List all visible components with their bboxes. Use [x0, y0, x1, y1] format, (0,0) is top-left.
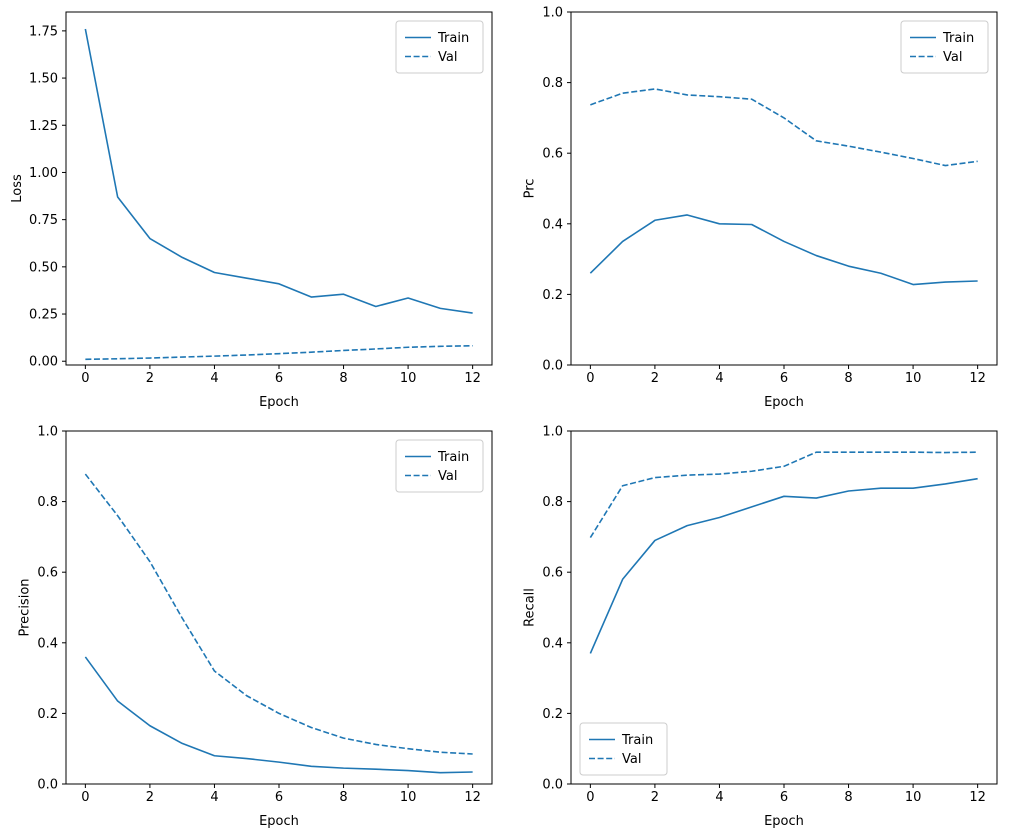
- legend-label-train: Train: [621, 733, 653, 748]
- x-tick-label: 12: [464, 371, 481, 386]
- y-tick-label: 0.4: [542, 217, 563, 232]
- legend-label-val: Val: [622, 752, 641, 767]
- x-tick-label: 4: [715, 790, 723, 805]
- y-tick-label: 1.50: [29, 72, 58, 87]
- y-tick-label: 0.4: [542, 636, 563, 651]
- x-tick-label: 2: [651, 790, 659, 805]
- series-line-train: [589, 477, 978, 654]
- y-tick-label: 0.0: [542, 778, 563, 793]
- y-tick-label: 0.25: [29, 308, 58, 323]
- y-tick-label: 0.6: [542, 147, 563, 162]
- x-tick-label: 8: [844, 790, 852, 805]
- y-tick-label: 0.2: [542, 707, 563, 722]
- x-tick-label: 6: [275, 790, 283, 805]
- prc-chart: 0 2 4 6 8 10 12 0.0 0.2 0.4 0.6 0.8 1.0 Epoch Prc Train…: [522, 6, 998, 410]
- y-axis-label: Loss: [10, 174, 25, 203]
- legend-label-val: Val: [438, 50, 457, 65]
- x-tick-label: 12: [464, 790, 481, 805]
- series-line-train: [84, 28, 473, 314]
- x-axis-label: Epoch: [764, 814, 804, 829]
- x-tick-label: 2: [651, 371, 659, 386]
- x-tick-label: 10: [905, 371, 922, 386]
- y-tick-label: 0.4: [37, 636, 58, 651]
- x-tick-label: 12: [969, 371, 986, 386]
- series-line-train: [589, 214, 978, 286]
- y-tick-label: 1.0: [37, 425, 58, 440]
- legend-label-train: Train: [437, 450, 469, 465]
- y-tick-label: 1.0: [542, 425, 563, 440]
- x-tick-label: 10: [905, 790, 922, 805]
- y-tick-label: 0.50: [29, 260, 58, 275]
- y-tick-label: 0.6: [542, 566, 563, 581]
- x-axis-label: Epoch: [259, 814, 299, 829]
- y-axis-label: Precision: [17, 578, 32, 636]
- x-tick-label: 2: [146, 371, 154, 386]
- legend-label-val: Val: [438, 469, 457, 484]
- y-tick-label: 0.2: [37, 707, 58, 722]
- y-tick-label: 0.8: [542, 495, 563, 510]
- legend-box: [395, 439, 484, 493]
- x-tick-label: 6: [780, 790, 788, 805]
- x-tick-label: 6: [780, 371, 788, 386]
- y-tick-label: 0.0: [542, 359, 563, 374]
- x-tick-label: 8: [339, 371, 347, 386]
- x-tick-label: 0: [81, 371, 89, 386]
- x-axis-label: Epoch: [259, 395, 299, 410]
- y-axis-label: Recall: [522, 588, 537, 627]
- series-line-val: [590, 88, 978, 167]
- y-tick-label: 1.0: [542, 6, 563, 21]
- x-tick-label: 0: [586, 371, 594, 386]
- y-tick-label: 0.2: [542, 288, 563, 303]
- y-tick-label: 0.0: [37, 778, 58, 793]
- series-line-val: [589, 451, 978, 539]
- x-tick-label: 4: [715, 371, 723, 386]
- y-tick-label: 1.00: [29, 166, 58, 181]
- legend-label-train: Train: [437, 31, 469, 46]
- legend-box: [579, 722, 668, 776]
- y-tick-label: 0.6: [37, 566, 58, 581]
- y-tick-label: 0.8: [542, 76, 563, 91]
- y-tick-label: 1.25: [29, 119, 58, 134]
- legend-box: [395, 20, 484, 74]
- x-tick-label: 2: [146, 790, 154, 805]
- x-tick-label: 8: [339, 790, 347, 805]
- series-line-val: [85, 344, 473, 361]
- y-tick-label: 0.75: [29, 213, 58, 228]
- y-tick-label: 0.00: [29, 355, 58, 370]
- legend-label-val: Val: [943, 50, 962, 65]
- x-tick-label: 12: [969, 790, 986, 805]
- x-tick-label: 10: [400, 790, 417, 805]
- x-tick-label: 4: [210, 371, 218, 386]
- y-tick-label: 0.8: [37, 495, 58, 510]
- precision-chart: 0 2 4 6 8 10 12 0.0 0.2 0.4 0.6 0.8 1.0 Epoch Precisio…: [17, 425, 493, 829]
- x-tick-label: 8: [844, 371, 852, 386]
- x-tick-label: 6: [275, 371, 283, 386]
- x-tick-label: 0: [586, 790, 594, 805]
- loss-chart: 0 2 4 6 8 10 12 0.00 0.25 0.50 0.75 1.00 1.25 1.50 1.7…: [10, 11, 493, 410]
- x-tick-label: 0: [81, 790, 89, 805]
- legend-box: [900, 20, 989, 74]
- x-axis-label: Epoch: [764, 395, 804, 410]
- series-line-train: [84, 656, 473, 774]
- series-line-val: [84, 473, 473, 755]
- y-tick-label: 1.75: [29, 24, 58, 39]
- recall-chart: 0 2 4 6 8 10 12 0.0 0.2 0.4 0.6 0.8 1.0 Epoch Recall Tr…: [522, 425, 998, 829]
- x-tick-label: 10: [400, 371, 417, 386]
- y-axis-label: Prc: [522, 179, 537, 199]
- legend-label-train: Train: [942, 31, 974, 46]
- x-tick-label: 4: [210, 790, 218, 805]
